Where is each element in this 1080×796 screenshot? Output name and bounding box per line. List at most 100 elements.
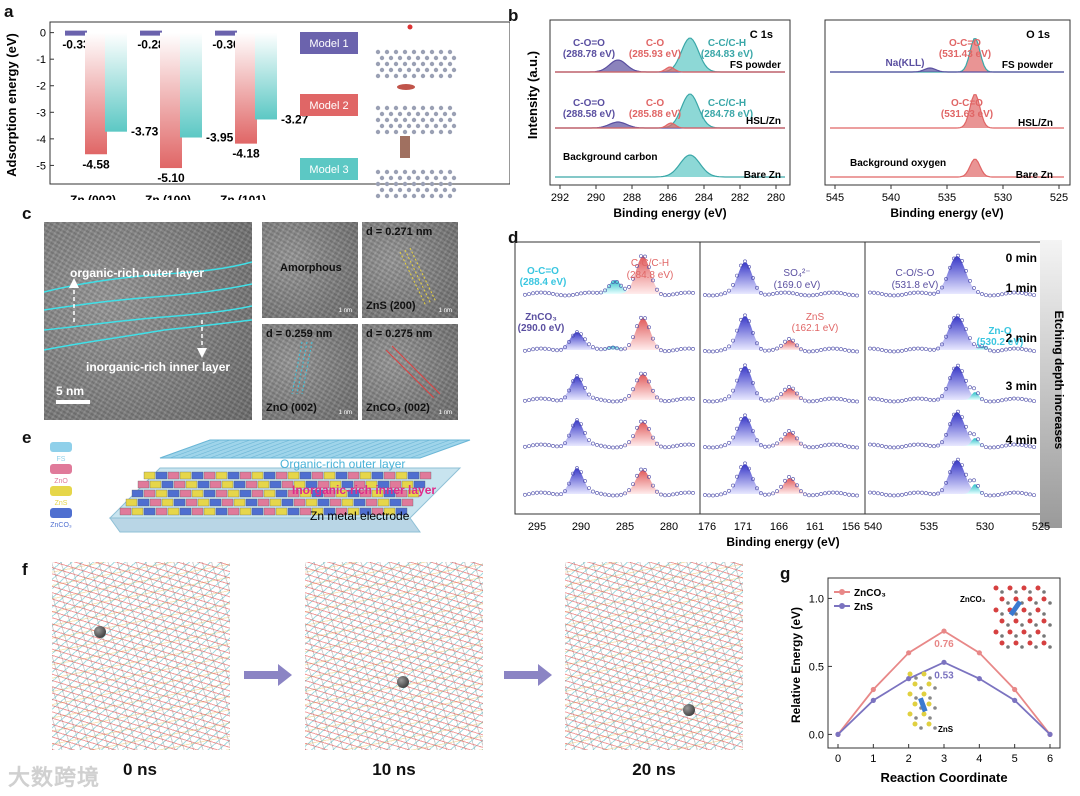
- slab-atom: [447, 61, 453, 67]
- d-c-data-point: [547, 397, 551, 402]
- slab-atom: [411, 61, 417, 67]
- d-c-data-point: [531, 347, 535, 352]
- slab-atom: [402, 129, 408, 135]
- e-brick: [275, 507, 288, 516]
- e-brick: [209, 480, 222, 489]
- d-c-peak: [525, 470, 695, 494]
- d-s-data-point: [831, 346, 835, 351]
- d-c-data-point: [575, 466, 579, 471]
- d-s-data-point: [835, 290, 839, 295]
- e-brick: [287, 489, 300, 498]
- d-o-data-point: [912, 442, 916, 447]
- d-s-data-point: [831, 442, 835, 447]
- d-s-data-point: [759, 491, 763, 496]
- slab-atom: [402, 73, 408, 79]
- d-o-data-point: [900, 492, 904, 497]
- d-s-data-point: [851, 293, 855, 298]
- g-legend-znco3: ZnCO₃: [854, 588, 886, 599]
- d-o-data-point: [1032, 399, 1036, 404]
- slab-atom: [393, 73, 399, 79]
- b-o-peak-line: [830, 67, 1064, 73]
- d-c-data-point: [607, 399, 611, 404]
- md-time-0: 0 ns: [122, 760, 158, 779]
- d-o-data-point: [1012, 490, 1016, 495]
- e-brick: [191, 471, 204, 480]
- d-o-data-point: [888, 399, 892, 404]
- d-o-data-point: [904, 444, 908, 448]
- slab-atom: [433, 175, 439, 181]
- d-o-data-point: [904, 398, 908, 402]
- d-o-data-point: [892, 399, 896, 404]
- d-c-peak: [525, 280, 695, 294]
- slab-atom: [438, 73, 444, 79]
- b-o-peak-name: Na(KLL): [886, 58, 925, 69]
- d-c-data-point: [659, 398, 663, 403]
- e-brick: [263, 489, 276, 498]
- d-c-data-point: [627, 440, 631, 445]
- d-s-data-point: [735, 378, 739, 383]
- d-c-data-point: [579, 377, 583, 382]
- d-c-peak-name: C-C/C-H: [631, 258, 669, 269]
- d-c-data-point: [623, 346, 627, 351]
- e-brick: [317, 480, 330, 489]
- d-o-data-point: [904, 492, 908, 496]
- d-s-data-point: [755, 438, 759, 443]
- b-c-note: Background carbon: [563, 152, 657, 163]
- d-c-data-point: [559, 444, 563, 449]
- d-c-peak: [525, 318, 695, 350]
- zns-atom: [928, 696, 932, 700]
- d-o-data-point: [904, 348, 908, 352]
- d-s-data-point: [711, 349, 715, 354]
- d-c-data-point: [635, 324, 639, 329]
- e-brick: [227, 507, 240, 516]
- d-c-data-point: [591, 395, 595, 400]
- e-brick: [203, 471, 216, 480]
- panel-d-xps-depth: Etching depth increases 295 290 285 280 176 1…: [514, 240, 1066, 549]
- d-c-peak: [525, 420, 695, 446]
- d-s-data-point: [795, 483, 799, 488]
- slab-atom: [384, 181, 390, 187]
- slab-atom: [388, 123, 394, 129]
- d-s-data-point: [819, 292, 823, 296]
- e-brick: [269, 498, 282, 507]
- slab-atom: [429, 129, 435, 135]
- d-s-data-point: [819, 444, 823, 448]
- d-o-data-point: [1024, 347, 1028, 352]
- d-s-data-point: [703, 349, 707, 353]
- d-s-data-point: [771, 347, 775, 352]
- d-o-data-point: [988, 348, 992, 353]
- d-c-data-point: [523, 444, 527, 449]
- d-o-data-point: [968, 336, 972, 341]
- znco3-atom: [999, 596, 1005, 602]
- d-c-data-point: [607, 445, 611, 450]
- d-o-data-point: [868, 442, 872, 447]
- inset-zns-d: d = 0.271 nm: [366, 226, 433, 238]
- d-c-data-point: [643, 467, 647, 472]
- d-o-data-point: [1032, 349, 1036, 354]
- d-c-data-point: [655, 395, 659, 400]
- e-brick: [335, 507, 348, 516]
- d-o-data-point: [992, 293, 996, 298]
- e-brick: [185, 498, 198, 507]
- slab-atom: [411, 181, 417, 187]
- znco3-atom: [1035, 629, 1041, 635]
- zns-atom: [926, 681, 932, 687]
- d-s-data-point: [839, 443, 843, 448]
- slab-atom: [384, 73, 390, 79]
- d-c-data-point: [591, 290, 595, 295]
- slab-atom: [388, 111, 394, 117]
- d-c-data-point: [583, 337, 587, 342]
- d-c-data-point: [539, 442, 543, 447]
- b-c-xtick-label: 284: [695, 192, 713, 204]
- d-c-data-point: [647, 265, 651, 270]
- d-c-data-point: [563, 345, 567, 350]
- d-s-data-point: [851, 349, 855, 354]
- d-c-data-point: [555, 444, 559, 449]
- d-c-data-point: [587, 290, 591, 295]
- d-s-data-point: [719, 444, 723, 449]
- b-c-xtick-label: 286: [659, 192, 677, 204]
- d-s-data-point: [811, 293, 815, 298]
- d-c-data-point: [603, 288, 607, 293]
- d-time-label: 3 min: [1006, 379, 1037, 393]
- d-o-data-point: [956, 363, 960, 368]
